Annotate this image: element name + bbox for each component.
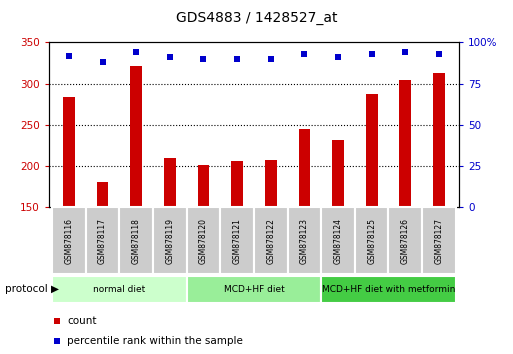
Bar bbox=[332, 141, 344, 207]
Text: protocol ▶: protocol ▶ bbox=[5, 284, 59, 295]
Point bbox=[200, 56, 208, 62]
Point bbox=[267, 56, 275, 62]
Text: GSM878126: GSM878126 bbox=[401, 218, 410, 264]
Bar bbox=[187, 276, 321, 303]
Bar bbox=[120, 207, 153, 274]
Bar bbox=[86, 207, 120, 274]
Text: count: count bbox=[67, 316, 97, 326]
Point bbox=[166, 55, 174, 60]
Text: GSM878122: GSM878122 bbox=[266, 218, 275, 264]
Bar bbox=[130, 65, 142, 207]
Text: GSM878117: GSM878117 bbox=[98, 218, 107, 264]
Bar bbox=[52, 207, 86, 274]
Bar bbox=[187, 207, 220, 274]
Bar bbox=[388, 207, 422, 274]
Bar bbox=[400, 80, 411, 207]
Point bbox=[98, 59, 107, 65]
Bar bbox=[153, 207, 187, 274]
Text: GSM878119: GSM878119 bbox=[165, 218, 174, 264]
Point bbox=[53, 318, 61, 324]
Bar bbox=[299, 129, 310, 207]
Text: percentile rank within the sample: percentile rank within the sample bbox=[67, 336, 243, 346]
Bar bbox=[220, 207, 254, 274]
Bar bbox=[63, 97, 75, 207]
Point bbox=[300, 51, 308, 57]
Bar bbox=[433, 73, 445, 207]
Text: GSM878124: GSM878124 bbox=[333, 218, 343, 264]
Text: normal diet: normal diet bbox=[93, 285, 146, 294]
Bar bbox=[321, 276, 456, 303]
Point bbox=[368, 51, 376, 57]
Point bbox=[334, 55, 342, 60]
Text: MCD+HF diet: MCD+HF diet bbox=[224, 285, 284, 294]
Bar bbox=[52, 276, 187, 303]
Text: MCD+HF diet with metformin: MCD+HF diet with metformin bbox=[322, 285, 455, 294]
Text: GSM878125: GSM878125 bbox=[367, 218, 376, 264]
Bar bbox=[254, 207, 288, 274]
Text: GDS4883 / 1428527_at: GDS4883 / 1428527_at bbox=[176, 11, 337, 25]
Text: GSM878123: GSM878123 bbox=[300, 218, 309, 264]
Bar bbox=[321, 207, 355, 274]
Bar bbox=[231, 161, 243, 207]
Text: GSM878116: GSM878116 bbox=[65, 218, 73, 264]
Point bbox=[401, 50, 409, 55]
Text: GSM878120: GSM878120 bbox=[199, 218, 208, 264]
Bar bbox=[265, 160, 277, 207]
Point bbox=[233, 56, 241, 62]
Text: GSM878118: GSM878118 bbox=[132, 218, 141, 264]
Bar bbox=[422, 207, 456, 274]
Bar bbox=[198, 165, 209, 207]
Point bbox=[132, 50, 140, 55]
Text: GSM878121: GSM878121 bbox=[232, 218, 242, 264]
Bar bbox=[288, 207, 321, 274]
Text: GSM878127: GSM878127 bbox=[435, 218, 443, 264]
Bar bbox=[355, 207, 388, 274]
Point bbox=[53, 338, 61, 344]
Point bbox=[435, 51, 443, 57]
Bar bbox=[164, 158, 176, 207]
Bar bbox=[96, 182, 108, 207]
Bar bbox=[366, 93, 378, 207]
Point bbox=[65, 53, 73, 58]
